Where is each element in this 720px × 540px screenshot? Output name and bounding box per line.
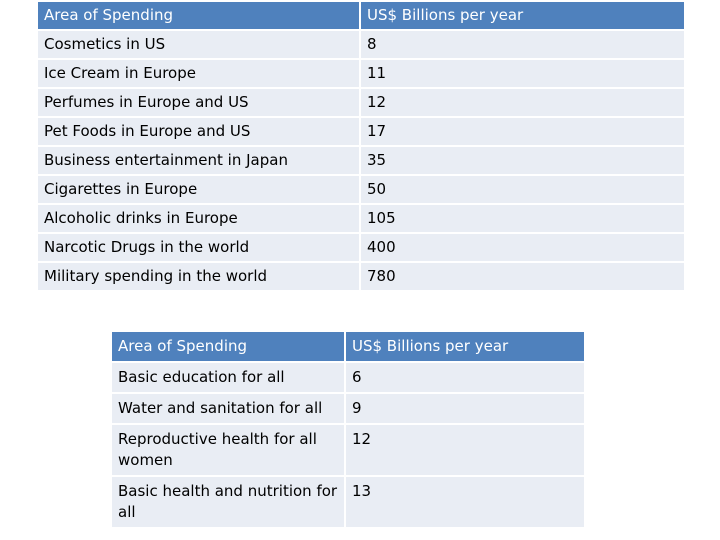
amount-cell: 11 <box>361 60 684 87</box>
area-cell: Alcoholic drinks in Europe <box>38 205 359 232</box>
table-header-row: Area of Spending US$ Billions per year <box>112 332 584 361</box>
area-cell: Reproductive health for all women <box>112 425 344 475</box>
table-row: Pet Foods in Europe and US 17 <box>38 118 684 145</box>
spending-table-luxury: Area of Spending US$ Billions per year C… <box>36 0 686 292</box>
area-cell: Ice Cream in Europe <box>38 60 359 87</box>
area-cell: Cigarettes in Europe <box>38 176 359 203</box>
area-cell: Pet Foods in Europe and US <box>38 118 359 145</box>
amount-cell: 50 <box>361 176 684 203</box>
table-row: Basic health and nutrition for all 13 <box>112 477 584 527</box>
amount-cell: 12 <box>346 425 584 475</box>
area-cell: Military spending in the world <box>38 263 359 290</box>
amount-cell: 17 <box>361 118 684 145</box>
table-row: Cigarettes in Europe 50 <box>38 176 684 203</box>
table-row: Business entertainment in Japan 35 <box>38 147 684 174</box>
area-cell: Narcotic Drugs in the world <box>38 234 359 261</box>
header-cell-area: Area of Spending <box>38 2 359 29</box>
amount-cell: 6 <box>346 363 584 392</box>
header-cell-amount: US$ Billions per year <box>346 332 584 361</box>
table-row: Ice Cream in Europe 11 <box>38 60 684 87</box>
amount-cell: 13 <box>346 477 584 527</box>
table-row: Reproductive health for all women 12 <box>112 425 584 475</box>
area-cell: Cosmetics in US <box>38 31 359 58</box>
amount-cell: 8 <box>361 31 684 58</box>
table-row: Basic education for all 6 <box>112 363 584 392</box>
area-cell: Basic health and nutrition for all <box>112 477 344 527</box>
table-header-row: Area of Spending US$ Billions per year <box>38 2 684 29</box>
spending-table-essentials: Area of Spending US$ Billions per year B… <box>110 330 586 529</box>
area-cell: Business entertainment in Japan <box>38 147 359 174</box>
table-row: Cosmetics in US 8 <box>38 31 684 58</box>
area-cell: Perfumes in Europe and US <box>38 89 359 116</box>
table-row: Military spending in the world 780 <box>38 263 684 290</box>
amount-cell: 105 <box>361 205 684 232</box>
area-cell: Basic education for all <box>112 363 344 392</box>
amount-cell: 400 <box>361 234 684 261</box>
area-cell: Water and sanitation for all <box>112 394 344 423</box>
amount-cell: 780 <box>361 263 684 290</box>
header-cell-amount: US$ Billions per year <box>361 2 684 29</box>
amount-cell: 35 <box>361 147 684 174</box>
amount-cell: 12 <box>361 89 684 116</box>
table-row: Alcoholic drinks in Europe 105 <box>38 205 684 232</box>
header-cell-area: Area of Spending <box>112 332 344 361</box>
table-row: Perfumes in Europe and US 12 <box>38 89 684 116</box>
amount-cell: 9 <box>346 394 584 423</box>
table-row: Narcotic Drugs in the world 400 <box>38 234 684 261</box>
table-row: Water and sanitation for all 9 <box>112 394 584 423</box>
